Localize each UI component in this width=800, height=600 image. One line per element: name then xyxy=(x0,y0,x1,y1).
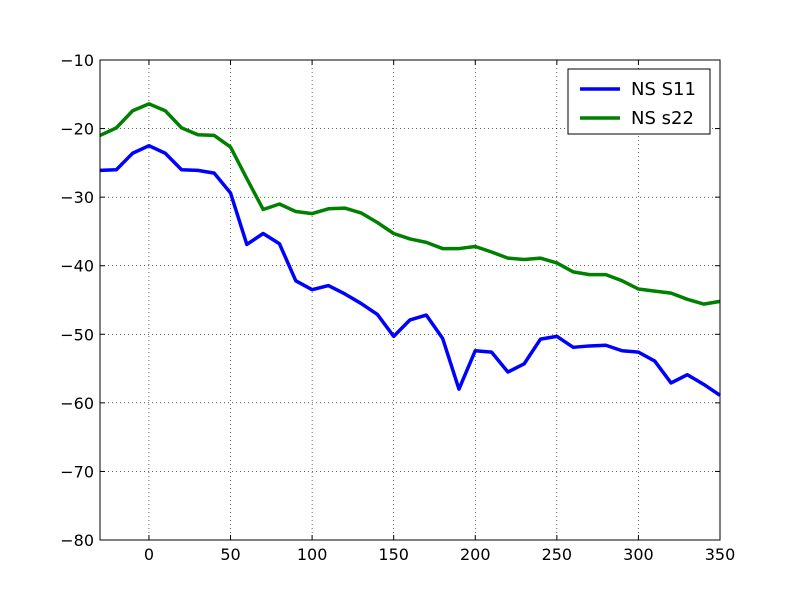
y-tick-label: −80 xyxy=(60,531,94,550)
x-tick-label: 200 xyxy=(460,545,491,564)
y-tick-label: −30 xyxy=(60,188,94,207)
y-tick-label: −40 xyxy=(60,257,94,276)
x-tick-label: 50 xyxy=(220,545,240,564)
legend-box xyxy=(567,68,711,135)
series-line-ns-s11 xyxy=(99,143,721,397)
y-tick-label: −60 xyxy=(60,394,94,413)
y-tick-label: −20 xyxy=(60,120,94,139)
x-tick-label: 250 xyxy=(542,545,573,564)
tick-labels: 0 50 100 150 200 250 300 350 −80 −70 −60 −50 −40 −30 −… xyxy=(60,51,735,564)
series-line-ns-s22 xyxy=(99,102,721,306)
series-lines xyxy=(99,102,721,397)
x-tick-label: 100 xyxy=(297,545,328,564)
y-tick-label: −70 xyxy=(60,462,94,481)
legend: NS S11 NS s22 xyxy=(567,68,711,135)
x-tick-label: 150 xyxy=(378,545,409,564)
plot-frame xyxy=(99,59,721,541)
x-tick-label: 350 xyxy=(705,545,736,564)
y-tick-label: −10 xyxy=(60,51,94,70)
legend-label: NS s22 xyxy=(631,108,694,129)
y-tick-label: −50 xyxy=(60,325,94,344)
x-tick-label: 300 xyxy=(623,545,654,564)
legend-label: NS S11 xyxy=(631,79,696,100)
x-tick-label: 0 xyxy=(144,545,154,564)
